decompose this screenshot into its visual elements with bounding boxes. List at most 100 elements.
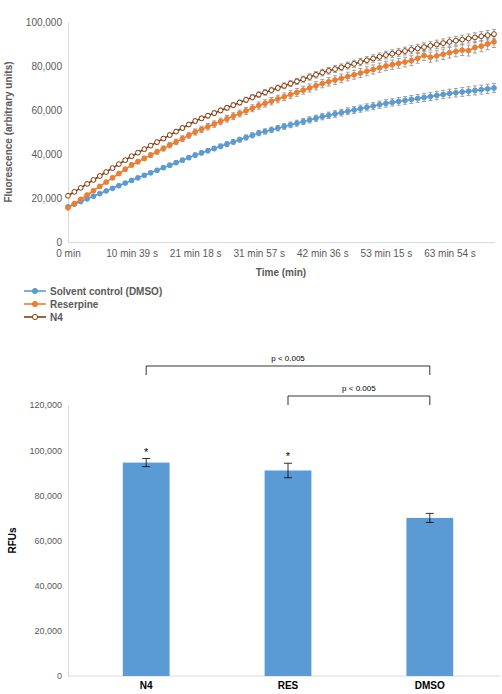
error-bar	[422, 50, 426, 60]
error-bar	[454, 88, 458, 97]
marker	[186, 155, 191, 160]
marker	[441, 52, 446, 57]
marker	[415, 96, 420, 101]
error-bar	[397, 59, 401, 69]
error-bar	[276, 125, 280, 130]
marker	[307, 75, 312, 80]
marker	[320, 114, 325, 119]
error-bar	[168, 133, 172, 137]
marker	[263, 101, 268, 106]
legend-marker	[32, 314, 37, 319]
y-axis-title: Fluorescence (arbitrary units)	[3, 61, 14, 202]
y-tick-label: 20,000	[34, 626, 62, 636]
marker	[116, 183, 121, 188]
error-bar	[219, 144, 223, 149]
error-bar	[180, 136, 184, 142]
marker	[205, 124, 210, 129]
error-bar	[441, 90, 445, 98]
marker	[161, 146, 166, 151]
y-tick: 0	[56, 237, 68, 248]
error-bar	[435, 40, 439, 49]
marker	[66, 206, 71, 211]
error-bar	[333, 76, 337, 85]
error-bar	[301, 86, 305, 94]
error-bar	[149, 171, 153, 174]
y-axis: 020,00040,00060,00080,000100,000120,000	[29, 400, 68, 681]
error-bar	[447, 37, 451, 46]
y-tick-label: 40,000	[31, 149, 62, 160]
error-bar	[403, 57, 407, 67]
marker	[161, 136, 166, 141]
marker	[288, 92, 293, 97]
marker	[282, 83, 287, 88]
error-bar	[231, 103, 235, 108]
error-bar	[212, 146, 216, 150]
marker	[345, 74, 350, 79]
error-bar	[301, 76, 305, 82]
bracket-line	[288, 396, 430, 405]
marker	[333, 112, 338, 117]
marker	[377, 65, 382, 70]
marker	[218, 108, 223, 113]
error-bar	[378, 53, 382, 60]
error-bar	[308, 84, 312, 92]
marker	[314, 83, 319, 88]
marker	[447, 39, 452, 44]
significance-mark: *	[286, 450, 291, 462]
error-bar	[104, 181, 108, 184]
error-bar	[257, 130, 261, 135]
error-bar	[428, 42, 432, 50]
marker	[314, 116, 319, 121]
error-bar	[225, 105, 229, 110]
error-bar	[397, 48, 401, 56]
marker	[403, 98, 408, 103]
error-bar	[441, 49, 445, 59]
marker	[174, 129, 179, 134]
marker	[180, 136, 185, 141]
marker	[294, 121, 299, 126]
marker	[225, 116, 230, 121]
marker	[129, 154, 134, 159]
marker	[237, 137, 242, 142]
y-tick-label: 0	[56, 237, 62, 248]
figure: 020,00040,00060,00080,000100,0000 min10 …	[0, 0, 502, 694]
marker	[155, 149, 160, 154]
marker	[212, 146, 217, 151]
error-bar	[352, 60, 356, 67]
error-bar	[416, 94, 420, 102]
error-bar	[117, 172, 121, 176]
error-bar	[168, 163, 172, 167]
error-bar	[193, 129, 197, 135]
marker	[460, 90, 465, 95]
error-bar	[142, 147, 146, 151]
error-bar	[244, 97, 248, 102]
legend-item: Solvent control (DMSO)	[24, 286, 162, 297]
error-bar	[238, 110, 242, 117]
bracket-label: p < 0.005	[271, 354, 305, 363]
marker	[415, 56, 420, 61]
marker	[307, 118, 312, 123]
y-tick-label: 80,000	[34, 491, 62, 501]
marker	[364, 69, 369, 74]
marker	[409, 58, 414, 63]
error-bar	[180, 126, 184, 130]
error-bar	[486, 30, 490, 39]
error-bar	[263, 90, 267, 96]
marker	[364, 105, 369, 110]
y-tick-label: 80,000	[31, 61, 62, 72]
marker	[256, 92, 261, 97]
error-bar	[416, 44, 420, 52]
marker	[415, 46, 420, 51]
error-bar	[130, 155, 134, 158]
marker	[186, 122, 191, 127]
error-bar	[441, 39, 445, 48]
marker	[492, 39, 497, 44]
error-bar	[327, 78, 331, 86]
error-bar	[231, 113, 235, 120]
marker	[453, 38, 458, 43]
x-axis: N4RESDMSO	[68, 676, 500, 691]
error-bar	[142, 156, 146, 160]
error-bar	[339, 74, 343, 83]
legend-label: Solvent control (DMSO)	[50, 286, 162, 297]
marker	[403, 49, 408, 54]
